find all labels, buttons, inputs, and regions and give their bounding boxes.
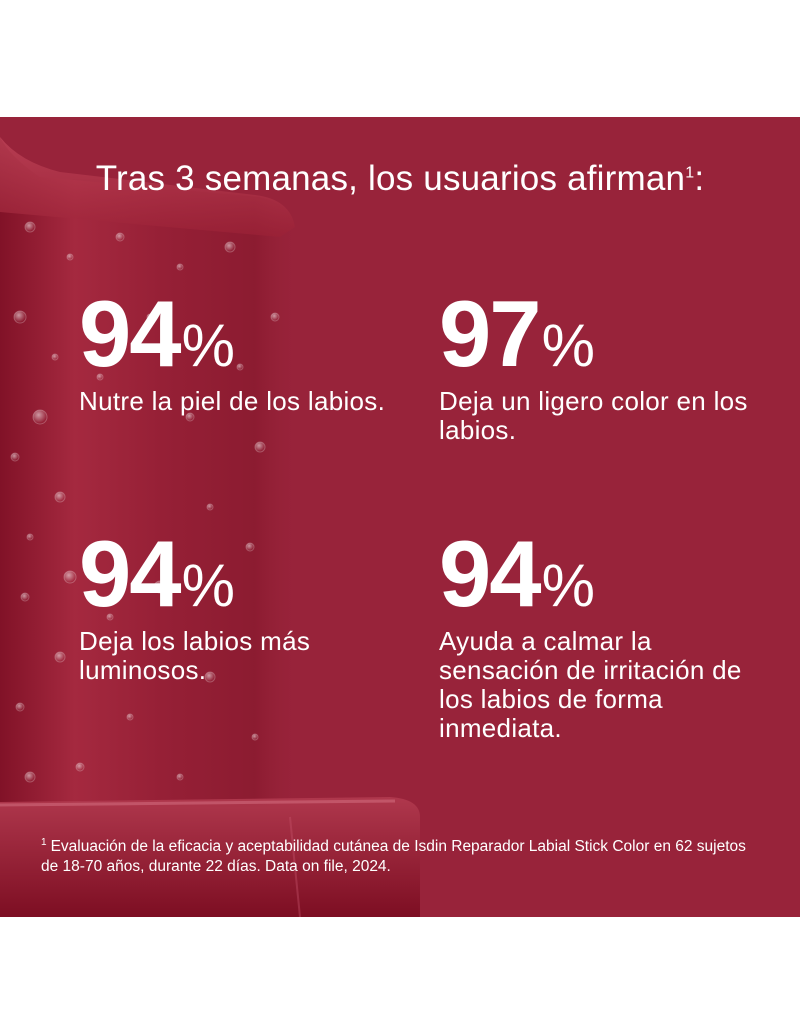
promo-panel: Tras 3 semanas, los usuarios afirman1: 9… xyxy=(0,117,800,917)
stat-unit: % xyxy=(541,312,595,379)
stat-unit: % xyxy=(181,312,235,379)
headline: Tras 3 semanas, los usuarios afirman1: xyxy=(0,159,800,199)
stat-value: 94 xyxy=(79,281,182,386)
stat-value: 97 xyxy=(439,281,542,386)
stat-figure: 94% xyxy=(439,527,769,621)
stat-nourishes: 94% Nutre la piel de los labios. xyxy=(79,287,409,416)
headline-suffix: : xyxy=(694,159,705,198)
stat-unit: % xyxy=(181,552,235,619)
stat-value: 94 xyxy=(439,521,542,626)
stat-figure: 97% xyxy=(439,287,769,381)
stat-unit: % xyxy=(541,552,595,619)
stat-light-color: 97% Deja un ligero color en los labios. xyxy=(439,287,769,445)
stat-description: Ayuda a calmar la sensación de irritació… xyxy=(439,626,742,743)
stat-soothes: 94% Ayuda a calmar la sensación de irrit… xyxy=(439,527,769,743)
stat-figure: 94% xyxy=(79,527,409,621)
stat-description: Deja los labios más luminosos. xyxy=(79,626,311,685)
footnote: 1 Evaluación de la eficacia y aceptabilid… xyxy=(41,837,761,877)
headline-text: Tras 3 semanas, los usuarios afirman xyxy=(95,159,686,198)
stat-value: 94 xyxy=(79,521,182,626)
headline-footnote-marker: 1 xyxy=(685,164,695,182)
lipstick-background-image xyxy=(0,137,420,917)
stat-figure: 94% xyxy=(79,287,409,381)
footnote-marker: 1 xyxy=(41,836,47,848)
stat-luminous: 94% Deja los labios más luminosos. xyxy=(79,527,409,685)
stat-description: Deja un ligero color en los labios. xyxy=(439,386,748,445)
stat-description: Nutre la piel de los labios. xyxy=(79,386,386,416)
footnote-text: Evaluación de la eficacia y aceptabilida… xyxy=(41,838,746,875)
